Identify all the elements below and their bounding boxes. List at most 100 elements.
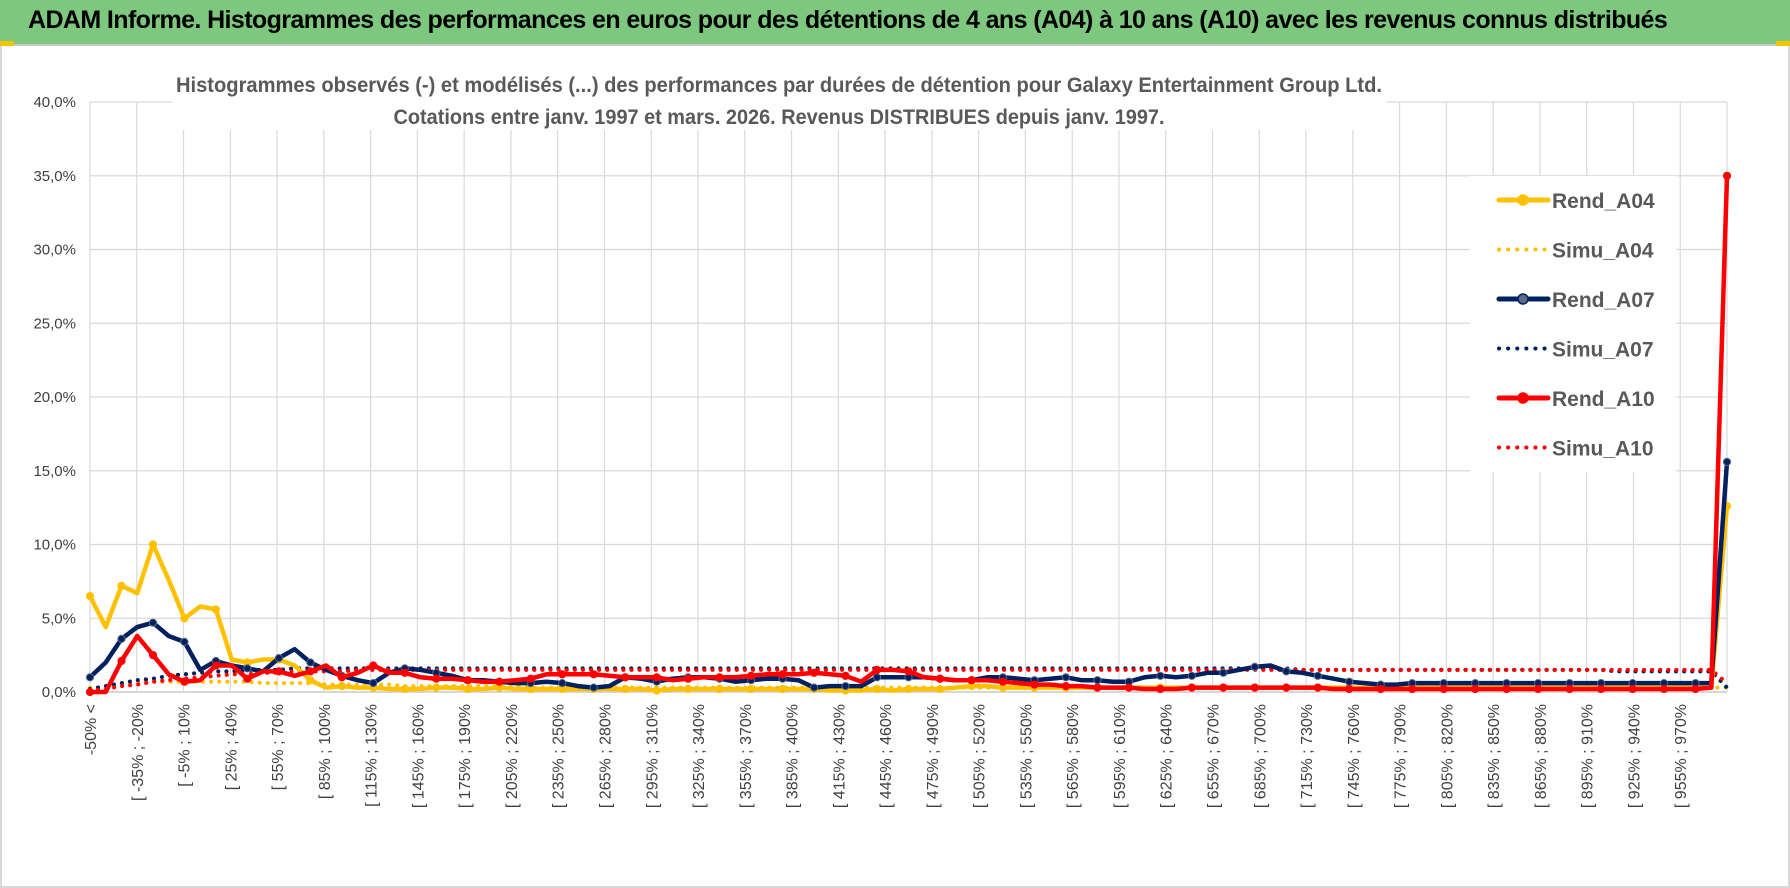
data-point: [872, 665, 882, 675]
chart-legend: Rend_A04 Simu_A04 Rend_A07 Simu_A07 Rend_A10…: [1470, 176, 1676, 472]
x-tick-label: [ 775% ; 790%: [1393, 704, 1410, 808]
data-point: [778, 670, 787, 679]
data-point: [85, 592, 95, 601]
data-point: [1628, 684, 1637, 694]
legend-label: Rend_A10: [1552, 388, 1655, 411]
data-point: [1691, 684, 1700, 694]
legend-label: Simu_A04: [1552, 240, 1654, 263]
data-point: [337, 682, 346, 691]
data-point: [1471, 684, 1480, 694]
x-tick-label: [ 925% ; 940%: [1626, 704, 1643, 808]
data-point: [1597, 684, 1606, 694]
data-point: [872, 673, 882, 682]
legend-label: Simu_A07: [1552, 339, 1654, 362]
chart-frame: [0, 46, 1790, 888]
x-tick-label: [ 445% ; 460%: [878, 704, 895, 808]
chart-title-background: [172, 64, 1386, 130]
data-point: [1093, 676, 1102, 685]
data-point: [1187, 683, 1196, 692]
data-point: [1722, 171, 1732, 180]
data-point: [243, 674, 252, 683]
y-tick-label: 30,0%: [33, 242, 76, 259]
data-point: [432, 683, 441, 692]
chart-title: Histogrammes observés (-) et modélisés (…: [176, 74, 1382, 97]
data-point: [872, 684, 882, 694]
data-point: [85, 673, 95, 682]
data-point: [841, 671, 850, 680]
data-point: [967, 676, 976, 685]
x-tick-label: [ 115% ; 130%: [364, 704, 381, 807]
data-point: [463, 676, 472, 685]
y-tick-label: 20,0%: [33, 389, 76, 406]
data-point: [369, 661, 378, 670]
data-point: [558, 679, 567, 688]
data-point: [841, 682, 850, 691]
x-tick-label: [ 715% ; 730%: [1299, 704, 1316, 808]
x-tick-label: [ 85% ; 100%: [317, 704, 334, 799]
data-point: [1408, 684, 1417, 694]
data-point: [1030, 680, 1039, 689]
data-point: [589, 670, 598, 679]
x-tick-label: [ 145% ; 160%: [410, 704, 427, 808]
y-tick-label: 25,0%: [33, 315, 76, 332]
x-tick-label: [ 175% ; 190%: [457, 704, 474, 808]
data-point: [1502, 684, 1511, 694]
data-point: [117, 634, 126, 644]
data-point: [1124, 683, 1134, 692]
data-point: [1313, 683, 1322, 692]
data-point: [306, 667, 315, 676]
data-point: [495, 677, 504, 686]
x-tick-label: [ 655% ; 670%: [1206, 704, 1223, 808]
data-point: [1156, 684, 1165, 694]
data-point: [117, 581, 126, 590]
chart-grid: [89, 101, 1728, 693]
y-tick-label: 5,0%: [42, 610, 76, 627]
x-tick-label: [ -5% ; 10%: [177, 704, 194, 787]
data-point: [400, 668, 409, 677]
data-point: [810, 668, 819, 677]
chart-series: [85, 171, 1732, 697]
x-tick-label: [ 535% ; 550%: [1018, 704, 1035, 808]
data-point: [148, 540, 158, 549]
data-point: [1439, 684, 1448, 694]
y-tick-label: 10,0%: [33, 537, 76, 554]
data-point: [935, 684, 945, 694]
data-point: [369, 679, 378, 688]
data-point: [684, 684, 693, 694]
data-point: [589, 683, 598, 692]
data-point: [180, 677, 189, 686]
data-point: [1156, 671, 1165, 680]
banner-corner-left: [0, 41, 14, 46]
x-tick-label: [ 835% ; 850%: [1486, 704, 1503, 808]
x-tick-label: [ 865% ; 880%: [1533, 704, 1550, 808]
series-line-rend-a07: [87, 459, 1730, 690]
report-banner: ADAM Informe. Histogrammes des performan…: [0, 0, 1790, 46]
data-point: [1534, 684, 1543, 694]
x-tick-label: [ 205% ; 220%: [504, 704, 521, 808]
data-point: [1659, 684, 1669, 694]
x-tick-label: [ 55% ; 70%: [270, 704, 287, 790]
data-point: [432, 674, 441, 683]
banner-corner-right: [1776, 41, 1790, 46]
data-point: [1282, 683, 1291, 692]
data-point: [747, 671, 756, 680]
data-point: [1061, 682, 1071, 691]
chart-title-block: Histogrammes observés (-) et modélisés (…: [172, 64, 1386, 130]
chart-subtitle: Cotations entre janv. 1997 et mars. 2026…: [394, 106, 1165, 129]
x-tick-label: [ 625% ; 640%: [1159, 704, 1176, 808]
data-point: [148, 651, 158, 660]
data-point: [1061, 673, 1071, 682]
data-point: [180, 637, 189, 647]
x-tick-label: -50% <: [83, 704, 100, 755]
y-tick-label: 0,0%: [42, 684, 76, 701]
x-tick-label: [ 265% ; 280%: [597, 704, 614, 808]
x-tick-label: [ 295% ; 310%: [644, 704, 661, 808]
data-point: [1219, 668, 1228, 677]
data-point: [85, 687, 95, 697]
data-point: [1282, 667, 1291, 676]
y-tick-label: 35,0%: [33, 168, 76, 185]
data-point: [306, 676, 315, 685]
data-point: [1345, 677, 1354, 686]
data-point: [1187, 671, 1196, 680]
data-point: [211, 605, 220, 614]
